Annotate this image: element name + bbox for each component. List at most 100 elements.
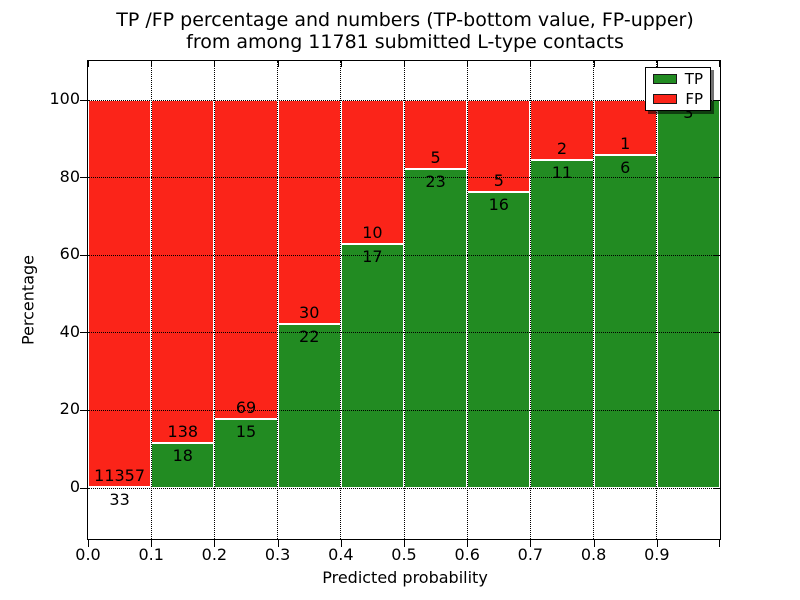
tp-count-label: 11 bbox=[551, 162, 573, 182]
bar-segment-tp bbox=[151, 443, 215, 488]
tp-count-label: 15 bbox=[235, 421, 257, 441]
y-tick-mark bbox=[80, 254, 87, 256]
fp-legend-swatch bbox=[653, 94, 678, 104]
legend-item-fp: FP bbox=[653, 89, 703, 108]
gridline-vertical bbox=[466, 61, 468, 539]
x-tick-mark bbox=[277, 539, 279, 547]
gridline-vertical bbox=[403, 61, 405, 539]
x-tick-mark bbox=[656, 539, 658, 547]
y-tick-mark-inner bbox=[714, 409, 720, 411]
y-tick-label: 100 bbox=[49, 89, 80, 108]
x-tick-mark bbox=[467, 539, 469, 547]
tp-count-label: 23 bbox=[425, 172, 446, 192]
x-tick-mark-inner bbox=[404, 61, 405, 67]
x-tick-mark bbox=[88, 539, 89, 547]
fp-count-label: 69 bbox=[235, 397, 257, 417]
tp-count-label: 6 bbox=[620, 158, 631, 178]
fp-count-label: 10 bbox=[362, 222, 383, 242]
bar-segment-tp bbox=[404, 169, 468, 488]
gridline-vertical bbox=[656, 61, 658, 539]
y-tick-mark bbox=[80, 487, 87, 489]
chart-title-line-2: from among 11781 submitted L-type contac… bbox=[186, 31, 624, 53]
x-tick-mark-inner bbox=[151, 61, 153, 67]
tp-legend-label: TP bbox=[684, 69, 703, 88]
bar-segment-fp bbox=[467, 100, 531, 193]
bar-segment-tp bbox=[530, 159, 594, 488]
bar-segment-tp bbox=[214, 418, 278, 488]
x-tick-label: 0.4 bbox=[328, 545, 354, 564]
gridline-vertical bbox=[593, 61, 595, 539]
bar-segment-tp bbox=[277, 323, 341, 488]
y-tick-mark-inner bbox=[714, 254, 720, 256]
tp-count-label: 22 bbox=[299, 326, 320, 346]
tp-count-label: 17 bbox=[362, 246, 383, 266]
x-tick-mark-inner bbox=[214, 61, 216, 67]
legend-item-tp: TP bbox=[653, 69, 703, 88]
x-tick-mark bbox=[340, 539, 342, 547]
y-tick-label: 20 bbox=[59, 399, 80, 419]
y-tick-label: 0 bbox=[69, 477, 80, 496]
gridline-vertical bbox=[529, 61, 531, 539]
y-tick-mark bbox=[80, 177, 87, 179]
y-tick-label: 60 bbox=[59, 244, 80, 264]
gridline-vertical bbox=[277, 61, 279, 539]
fp-count-label: 5 bbox=[493, 171, 504, 191]
x-tick-mark-inner bbox=[593, 61, 595, 67]
fp-count-label: 138 bbox=[167, 422, 199, 442]
y-tick-mark bbox=[80, 409, 87, 411]
x-tick-mark bbox=[593, 539, 595, 547]
tp-legend-swatch bbox=[653, 74, 677, 84]
x-tick-mark-inner bbox=[467, 61, 469, 67]
x-tick-mark bbox=[404, 539, 405, 547]
tp-count-label: 33 bbox=[109, 489, 130, 509]
fp-count-label: 11357 bbox=[94, 465, 146, 485]
tp-count-label: 3 bbox=[683, 103, 694, 122]
x-tick-label: 0.5 bbox=[391, 545, 417, 564]
bar-segment-fp bbox=[530, 100, 594, 160]
x-tick-mark-inner bbox=[530, 61, 532, 67]
fp-count-label: 2 bbox=[556, 138, 568, 158]
x-tick-mark-inner bbox=[88, 61, 89, 67]
plot-area: 11357 33 138 18 69 15 30 22 10 17 5 23 5 16 2 11 1 6 3 bbox=[80, 60, 721, 547]
bar-segment-fp bbox=[151, 100, 215, 444]
y-tick-mark-inner bbox=[714, 177, 720, 179]
y-tick-mark-inner bbox=[714, 332, 720, 334]
y-tick-mark bbox=[80, 332, 87, 334]
bar-segment-fp bbox=[277, 100, 341, 324]
x-tick-label: 0.8 bbox=[580, 545, 607, 564]
x-axis-label: Predicted probability bbox=[322, 568, 488, 587]
chart-title-line-1: TP /FP percentage and numbers (TP-bottom… bbox=[116, 9, 694, 31]
x-tick-mark-inner bbox=[719, 61, 720, 67]
bar-segment-tp bbox=[340, 243, 404, 488]
x-tick-mark bbox=[214, 539, 216, 547]
x-tick-mark-inner bbox=[340, 61, 342, 67]
fp-count-label: 1 bbox=[620, 134, 631, 154]
gridline-vertical bbox=[213, 61, 215, 539]
y-tick-mark bbox=[80, 99, 87, 101]
x-tick-label: 0.9 bbox=[644, 545, 670, 564]
tp-count-label: 18 bbox=[172, 446, 193, 466]
fp-legend-label: FP bbox=[685, 89, 703, 108]
chart-title: TP /FP percentage and numbers (TP-bottom… bbox=[5, 9, 800, 53]
y-tick-label: 80 bbox=[59, 166, 80, 186]
y-tick-mark-inner bbox=[714, 487, 720, 489]
gridline-vertical bbox=[150, 61, 152, 539]
tp-count-label: 16 bbox=[488, 195, 509, 215]
bar-segment-fp bbox=[404, 100, 468, 170]
x-tick-label: 0.3 bbox=[264, 545, 291, 564]
bar-segment-fp bbox=[88, 100, 152, 487]
gridline-vertical bbox=[340, 61, 342, 539]
y-tick-mark-inner bbox=[714, 99, 720, 101]
y-axis-label: Percentage bbox=[18, 254, 38, 346]
y-tick-label: 40 bbox=[59, 321, 80, 341]
x-tick-mark-inner bbox=[656, 61, 658, 67]
x-tick-mark bbox=[151, 539, 153, 547]
x-tick-mark bbox=[530, 539, 532, 547]
fp-count-label: 5 bbox=[430, 148, 441, 168]
legend-box: TP FP bbox=[645, 67, 711, 111]
x-tick-label: 0.7 bbox=[517, 545, 544, 564]
bar-segment-fp bbox=[214, 100, 278, 419]
x-tick-label: 0.6 bbox=[454, 545, 480, 564]
fp-count-label: 30 bbox=[299, 302, 320, 322]
x-tick-label: 0.0 bbox=[75, 545, 101, 564]
